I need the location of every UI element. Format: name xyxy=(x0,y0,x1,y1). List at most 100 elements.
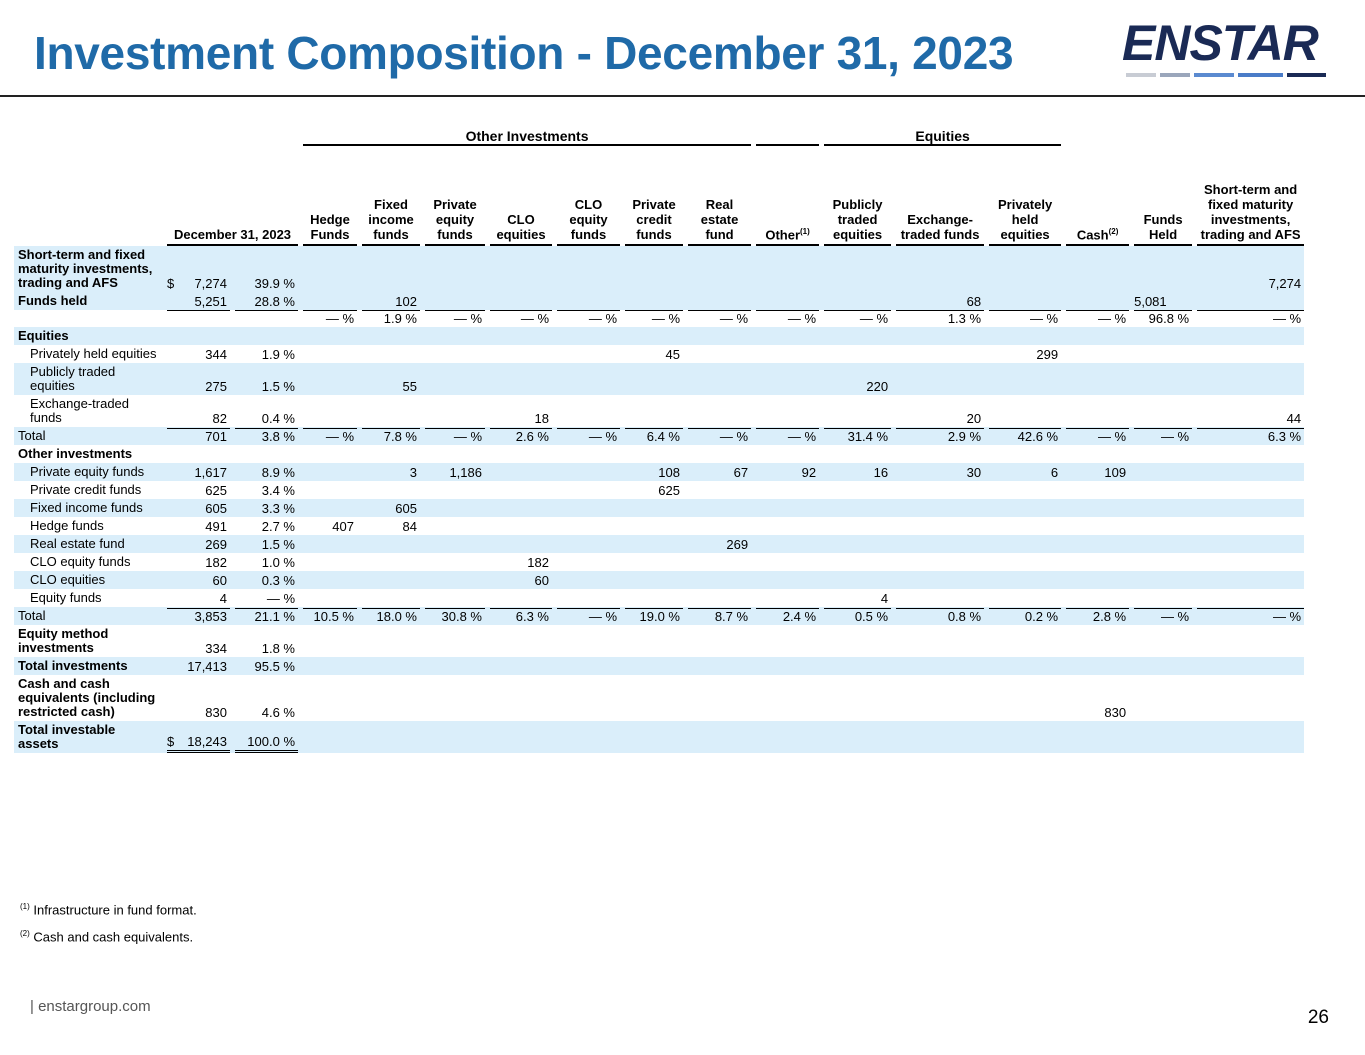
value xyxy=(490,465,552,481)
cell xyxy=(683,327,752,345)
cell xyxy=(485,363,552,395)
column-header: Other(1) xyxy=(756,224,820,246)
value: 7,274 xyxy=(1268,276,1302,291)
cell xyxy=(891,571,985,589)
cell xyxy=(819,657,892,675)
cell xyxy=(819,481,891,499)
cell xyxy=(357,345,420,363)
value xyxy=(688,641,751,657)
cell: 6.3 % xyxy=(1192,427,1305,445)
value xyxy=(557,347,620,363)
cell xyxy=(984,481,1061,499)
value xyxy=(989,294,1061,310)
row-label: Hedge funds xyxy=(30,518,104,533)
cell xyxy=(357,721,420,753)
cell xyxy=(984,589,1061,607)
value xyxy=(896,737,984,753)
value: 407 xyxy=(332,519,354,534)
cell xyxy=(1129,657,1193,675)
value: 44 xyxy=(1286,411,1302,426)
value xyxy=(303,411,357,427)
value: 68 xyxy=(966,294,982,309)
cell xyxy=(819,535,892,553)
cell xyxy=(620,395,683,427)
value xyxy=(557,379,620,395)
value xyxy=(688,483,751,499)
cell: 102 xyxy=(357,292,420,310)
cell xyxy=(357,657,420,675)
value xyxy=(1066,447,1129,463)
cell xyxy=(485,675,552,721)
cell: 45 xyxy=(620,345,683,363)
cell xyxy=(620,246,683,292)
value xyxy=(303,379,357,395)
cell xyxy=(1061,721,1130,753)
cell xyxy=(357,675,420,721)
cell xyxy=(485,481,552,499)
cell: — % xyxy=(485,310,552,327)
cell xyxy=(683,363,752,395)
column-header-text: Private credit funds xyxy=(632,197,676,242)
value xyxy=(1197,483,1304,499)
value xyxy=(303,705,357,721)
value xyxy=(1066,519,1129,535)
pct: 2.7 % xyxy=(261,519,295,534)
cell xyxy=(1192,445,1304,463)
table-row: Short-term and fixed maturity investment… xyxy=(14,246,1305,292)
value: — % xyxy=(425,310,485,327)
value: 108 xyxy=(658,465,680,480)
cell xyxy=(819,395,891,427)
cell xyxy=(552,363,620,395)
value xyxy=(303,329,357,345)
value xyxy=(303,347,357,363)
pct: 1.5 % xyxy=(261,537,295,552)
cell xyxy=(1129,535,1193,553)
group-cell: Other Investments xyxy=(298,124,752,146)
value xyxy=(824,483,891,499)
value: — % xyxy=(557,608,620,625)
cell: 605 xyxy=(357,499,420,517)
cell xyxy=(891,445,984,463)
header-cell: Short-term and fixed maturity investment… xyxy=(1192,146,1305,246)
value xyxy=(824,737,891,753)
cell xyxy=(891,499,985,517)
amount: 17,413 xyxy=(187,659,227,674)
value xyxy=(303,555,357,571)
cell: 3,853 xyxy=(162,607,230,625)
cell xyxy=(683,517,751,535)
value xyxy=(688,591,751,607)
cell: 20 xyxy=(891,395,984,427)
column-header: Exchange-traded funds xyxy=(896,212,985,246)
pct: 1.9 % xyxy=(261,347,295,362)
cell: 28.8 % xyxy=(230,292,298,310)
value xyxy=(1134,659,1192,675)
cell xyxy=(1129,481,1192,499)
value: 1.3 % xyxy=(896,310,985,327)
cell: — % xyxy=(683,427,752,445)
cell xyxy=(357,395,420,427)
cell xyxy=(552,395,620,427)
value: 5,081 xyxy=(1134,294,1167,309)
value: 96.8 % xyxy=(1134,310,1193,327)
value xyxy=(557,537,620,553)
cell: 21.1 % xyxy=(230,607,298,625)
value xyxy=(756,659,819,675)
value xyxy=(824,641,891,657)
cell xyxy=(620,363,683,395)
value xyxy=(824,555,891,571)
cell xyxy=(420,675,485,721)
footnote-mark: (1) xyxy=(20,902,30,911)
value xyxy=(557,573,620,589)
cell xyxy=(683,292,752,310)
value xyxy=(896,329,984,345)
cell: — % xyxy=(298,427,357,445)
value xyxy=(1066,329,1129,345)
cell xyxy=(984,499,1062,517)
value xyxy=(688,294,751,310)
cell xyxy=(552,625,620,657)
cell xyxy=(751,589,819,607)
value xyxy=(625,294,683,310)
row-label: Equities xyxy=(14,327,162,345)
column-header: Funds Held xyxy=(1134,212,1193,246)
value xyxy=(362,641,420,657)
